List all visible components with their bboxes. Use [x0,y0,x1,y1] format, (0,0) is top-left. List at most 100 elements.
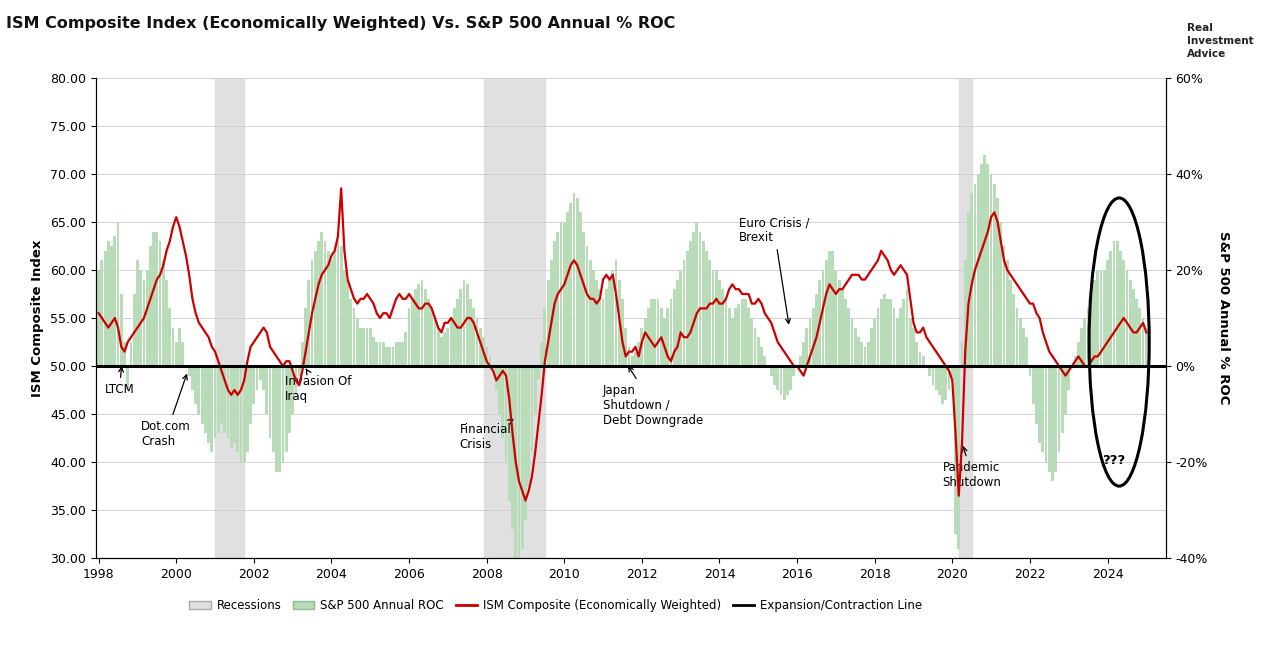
Bar [715,270,717,366]
Bar [1003,246,1005,366]
Bar [1129,280,1131,366]
Bar [899,308,902,366]
Bar [809,318,812,366]
Bar [761,347,763,366]
Bar [201,366,204,424]
Bar [1051,366,1054,482]
Legend: Recessions, S&P 500 Annual ROC, ISM Composite (Economically Weighted), Expansion: Recessions, S&P 500 Annual ROC, ISM Comp… [185,594,926,617]
Y-axis label: S&P 500 Annual % ROC: S&P 500 Annual % ROC [1217,231,1229,405]
Bar [340,246,343,366]
Bar [999,222,1003,366]
Bar [175,342,177,366]
Bar [866,342,870,366]
Bar [110,246,113,366]
Bar [996,198,999,366]
Bar [1077,342,1080,366]
Bar [1038,366,1041,443]
Bar [166,280,168,366]
Bar [860,342,864,366]
Bar [540,342,543,366]
Bar [919,352,921,366]
Bar [372,337,375,366]
Bar [488,356,492,366]
Bar [327,251,330,366]
Bar [559,222,562,366]
Bar [181,342,185,366]
Bar [702,241,705,366]
Bar [473,308,475,366]
Bar [964,260,967,366]
Bar [437,328,440,366]
Bar [462,280,465,366]
Bar [469,299,471,366]
Bar [880,299,883,366]
Bar [433,318,436,366]
Bar [908,318,912,366]
Bar [634,352,637,366]
Bar [915,342,919,366]
Bar [334,251,336,366]
Bar [822,270,824,366]
Bar [712,270,715,366]
Bar [307,280,311,366]
Bar [145,270,149,366]
Bar [696,222,698,366]
Bar [557,232,559,366]
Bar [1028,366,1031,376]
Bar [857,337,860,366]
Bar [1061,366,1064,434]
Text: Financial
Crisis: Financial Crisis [460,419,512,450]
Bar [851,318,854,366]
Bar [1068,366,1070,390]
Bar [873,318,877,366]
Bar [408,308,410,366]
Bar [320,232,324,366]
Bar [612,270,614,366]
Bar [929,366,931,376]
Bar [954,366,957,534]
Bar [132,294,135,366]
Bar [582,232,585,366]
Y-axis label: ISM Composite Index: ISM Composite Index [32,239,45,397]
Bar [553,241,555,366]
Bar [524,366,527,520]
Bar [666,308,669,366]
Bar [734,308,738,366]
Bar [534,366,536,414]
Bar [721,289,724,366]
Bar [941,366,944,404]
Bar [1022,328,1024,366]
Bar [780,366,782,395]
Bar [466,284,469,366]
Bar [479,328,482,366]
Bar [450,318,452,366]
Bar [887,299,889,366]
Bar [708,260,711,366]
Bar [744,299,747,366]
Bar [443,332,446,366]
Bar [1106,260,1108,366]
Bar [614,260,618,366]
Bar [608,280,612,366]
Text: ???: ??? [1102,454,1125,467]
Bar [731,318,734,366]
Bar [389,347,391,366]
Bar [298,366,301,376]
Bar [220,366,223,424]
Bar [517,366,520,568]
Bar [139,270,143,366]
Bar [803,342,805,366]
Bar [456,299,459,366]
Bar [782,366,786,400]
Bar [256,366,259,390]
Bar [227,366,229,438]
Bar [275,366,278,472]
Bar [754,328,757,366]
Bar [301,342,303,366]
Bar [1026,337,1028,366]
Bar [271,366,275,452]
Bar [589,260,591,366]
Text: Euro Crisis /
Brexit: Euro Crisis / Brexit [739,216,809,323]
Bar [689,241,692,366]
Bar [1055,366,1057,472]
